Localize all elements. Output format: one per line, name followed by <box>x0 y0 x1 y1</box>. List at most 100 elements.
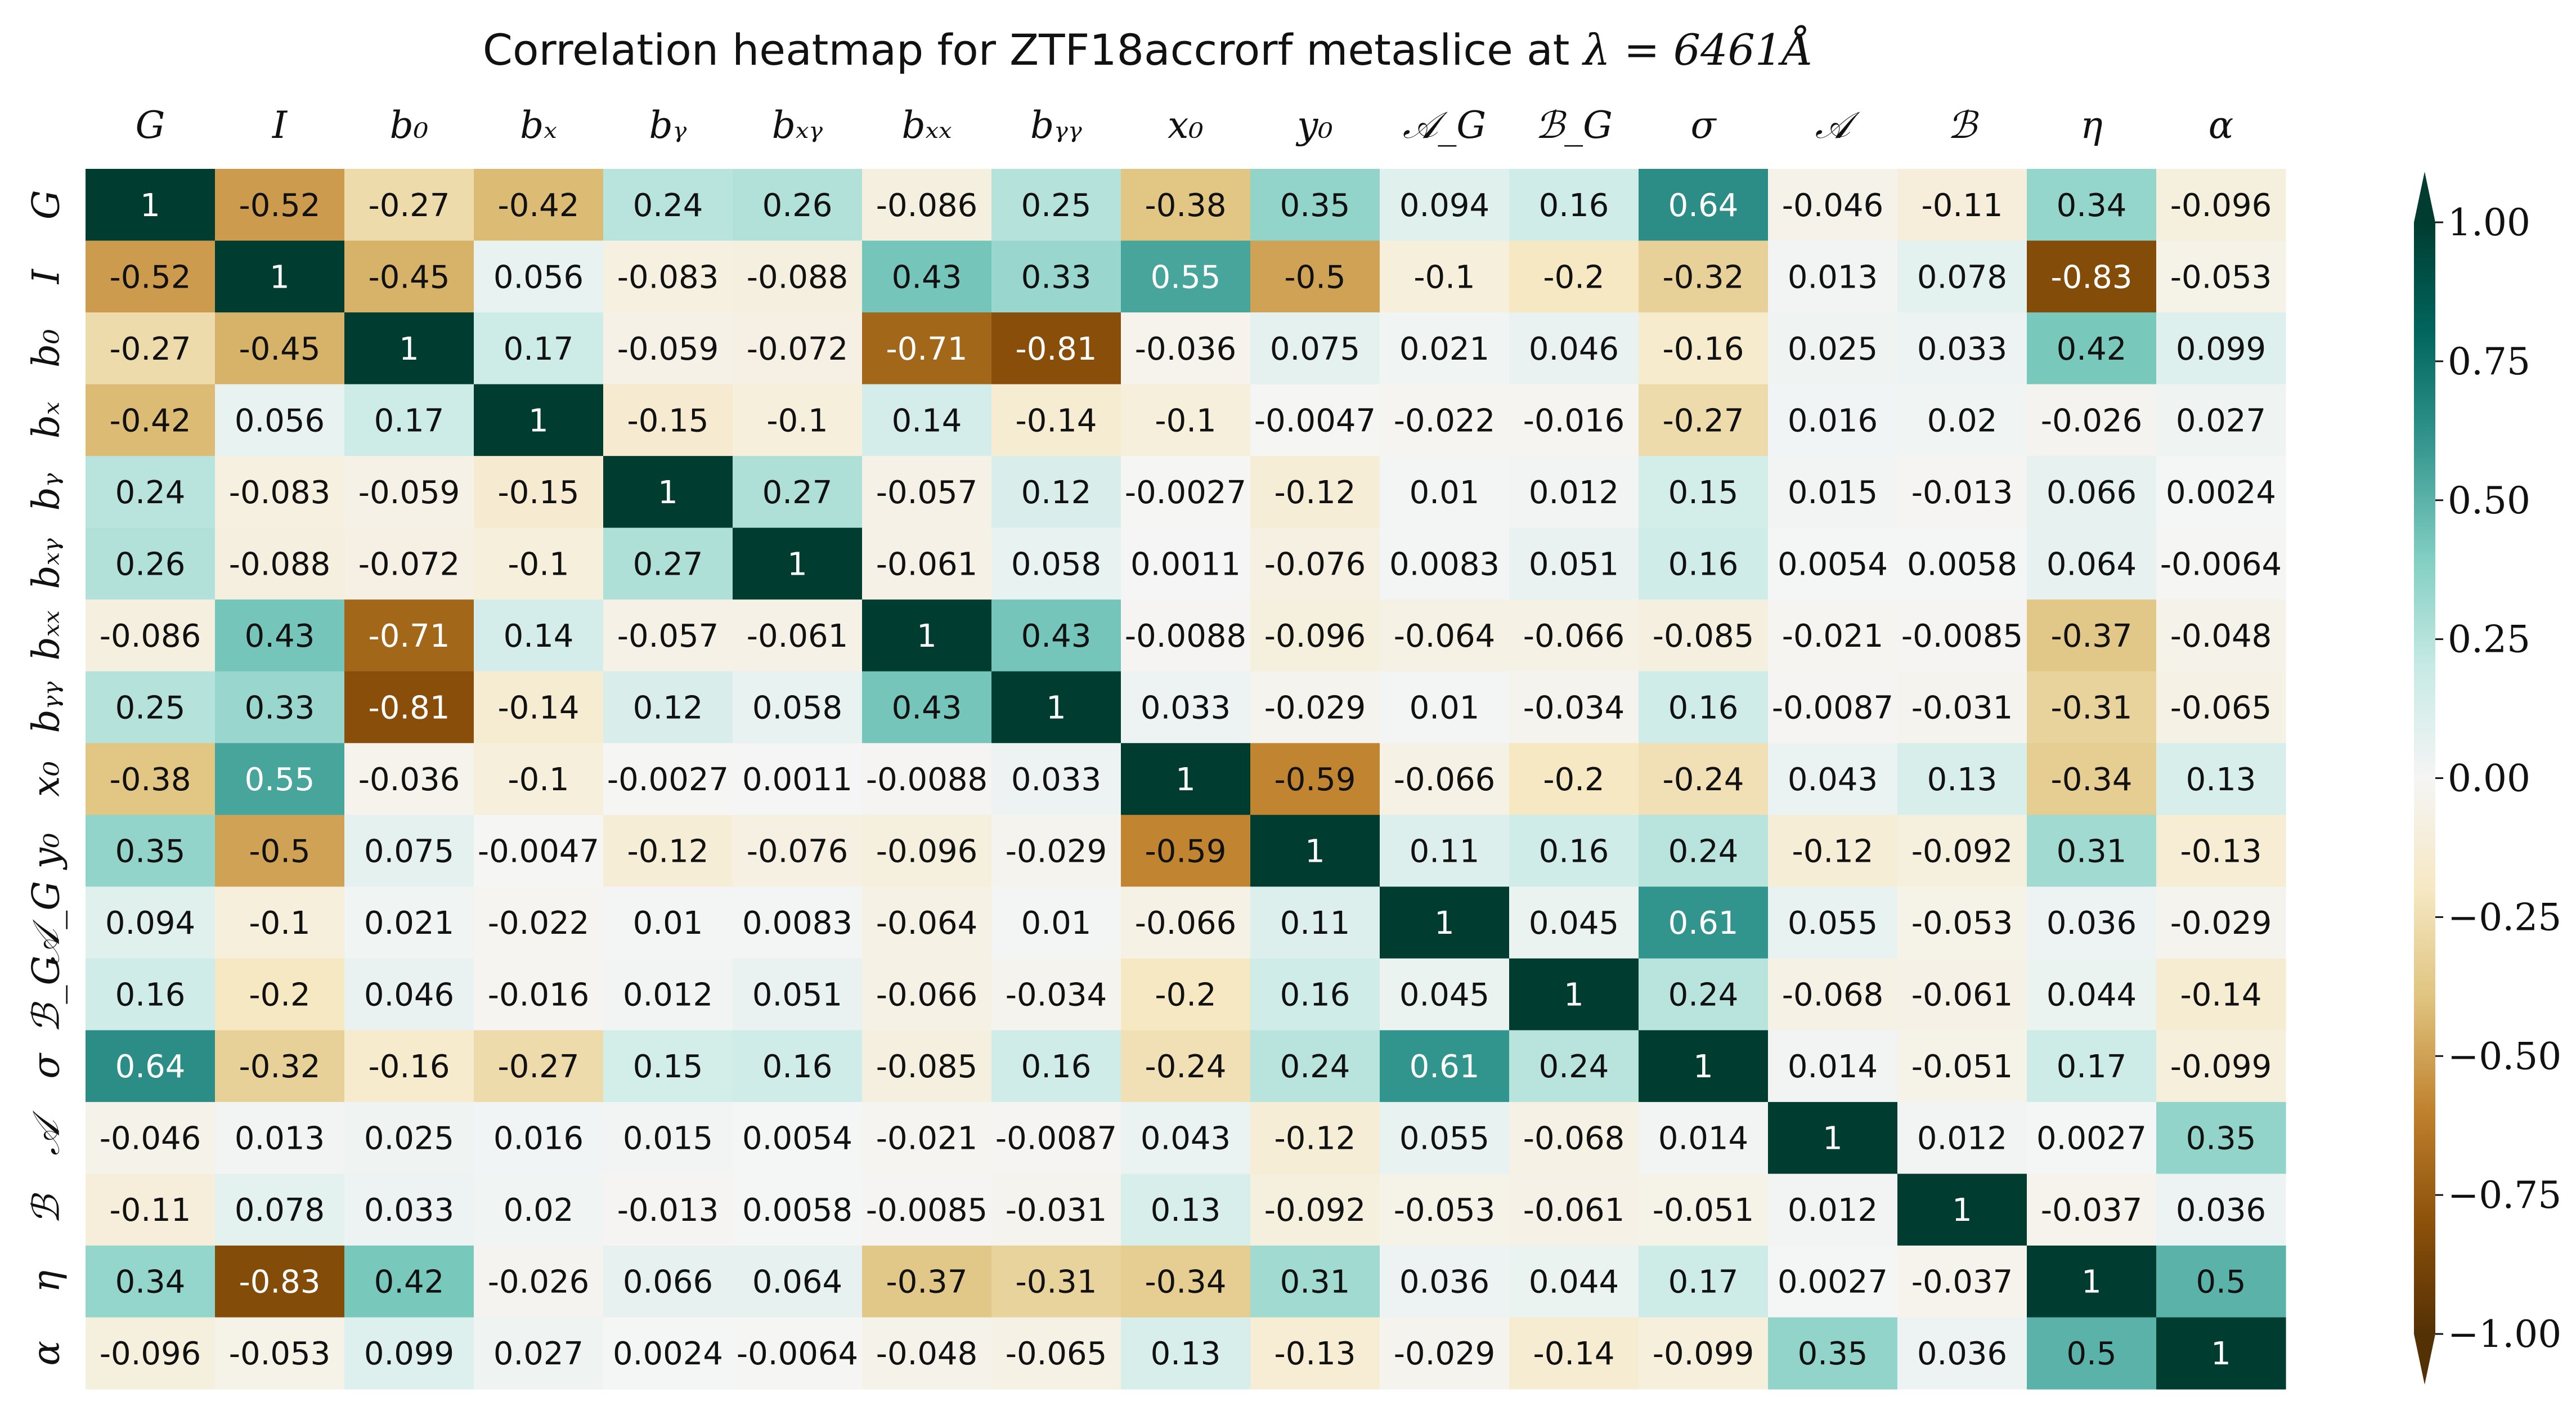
cell-value-label: -0.34 <box>2051 762 2133 798</box>
cell-value-label: -0.11 <box>1922 187 2003 224</box>
cell-value-label: -0.42 <box>110 402 191 439</box>
heatmap-cell <box>1639 1317 1769 1390</box>
heatmap-cell <box>2027 958 2157 1031</box>
cell-value-label: 0.02 <box>1927 402 1998 439</box>
cell-value-label: 0.15 <box>1668 474 1739 511</box>
heatmap-cell <box>1121 169 1251 241</box>
heatmap-cell <box>1121 886 1251 959</box>
heatmap-cell <box>1897 1317 2027 1390</box>
heatmap-cell <box>862 814 992 887</box>
cell-value-label: 0.14 <box>892 402 962 439</box>
row-label: 𝒜_G <box>25 881 68 964</box>
cell-value-label: -0.022 <box>488 905 590 942</box>
heatmap-cell <box>2027 240 2157 313</box>
cell-value-label: 0.16 <box>1539 834 1609 870</box>
cell-value-label: -0.092 <box>1911 834 2013 870</box>
cell-value-label: 0.033 <box>364 1192 454 1229</box>
heatmap-cell <box>991 240 1121 313</box>
colorbar-tick-label: −0.25 <box>2448 895 2561 939</box>
heatmap-cell <box>1639 527 1769 600</box>
heatmap-cell <box>733 599 863 672</box>
cell-value-label: -0.0047 <box>1254 402 1376 439</box>
heatmap-cell <box>1380 671 1510 744</box>
heatmap-cell <box>1897 743 2027 816</box>
heatmap-cell <box>1768 384 1898 456</box>
heatmap-cell <box>86 743 216 816</box>
cell-value-label: 0.35 <box>1798 1336 1868 1372</box>
heatmap-cell <box>1897 384 2027 456</box>
heatmap-cell <box>1380 312 1510 385</box>
heatmap-cell <box>344 1245 474 1318</box>
heatmap-cell <box>1509 169 1639 241</box>
row-label: 𝒜 <box>25 1111 68 1156</box>
cell-value-label: 1 <box>1693 1049 1713 1085</box>
heatmap-cell <box>1509 1174 1639 1246</box>
row-label: bₓ <box>25 402 68 439</box>
heatmap-cell <box>733 1317 863 1390</box>
cell-value-label: 0.094 <box>1399 187 1489 224</box>
cell-value-label: 0.35 <box>1280 187 1350 224</box>
heatmap-cell <box>1768 671 1898 744</box>
heatmap-cell <box>1509 456 1639 529</box>
cell-value-label: -0.45 <box>369 259 450 295</box>
heatmap-cell <box>1121 958 1251 1031</box>
heatmap-cell <box>86 599 216 672</box>
cell-value-label: 0.014 <box>1658 1121 1748 1157</box>
heatmap-cell <box>1897 958 2027 1031</box>
heatmap-cell <box>603 1174 733 1246</box>
heatmap-cell <box>1250 1245 1380 1318</box>
cell-value-label: -0.14 <box>2180 977 2262 1014</box>
cell-value-label: -0.061 <box>747 618 849 655</box>
heatmap-cell <box>1509 814 1639 887</box>
heatmap-cell <box>2156 527 2286 600</box>
heatmap-cell <box>1250 169 1380 241</box>
heatmap-cell <box>215 527 345 600</box>
heatmap-cell <box>344 456 474 529</box>
heatmap-cell <box>1639 958 1769 1031</box>
heatmap-cell <box>991 814 1121 887</box>
cell-value-label: -0.031 <box>1911 689 2013 726</box>
heatmap-cell <box>2156 169 2286 241</box>
cell-value-label: -0.45 <box>239 331 321 368</box>
heatmap-cell <box>2027 886 2157 959</box>
cell-value-label: 1 <box>1046 689 1066 726</box>
heatmap-cell <box>474 1245 604 1318</box>
cell-value-label: -0.37 <box>2051 618 2133 655</box>
heatmap-cell <box>862 1174 992 1246</box>
cell-value-label: 0.61 <box>1668 905 1739 942</box>
cell-value-label: 0.045 <box>1529 905 1619 942</box>
cell-value-label: -0.066 <box>1523 618 1625 655</box>
heatmap-cell <box>1250 456 1380 529</box>
cell-value-label: -0.099 <box>1653 1336 1754 1372</box>
cell-value-label: 0.16 <box>115 977 186 1014</box>
heatmap-cell <box>1897 1030 2027 1103</box>
cell-value-label: -0.27 <box>1663 402 1744 439</box>
cell-value-label: -0.057 <box>876 474 978 511</box>
cell-value-label: -0.066 <box>876 977 978 1014</box>
cell-value-label: 0.012 <box>623 977 713 1014</box>
heatmap-cell <box>2156 240 2286 313</box>
cell-value-label: 0.33 <box>245 689 315 726</box>
cell-value-label: 0.012 <box>1529 474 1619 511</box>
heatmap-cell <box>991 1245 1121 1318</box>
cell-value-label: 0.34 <box>115 1264 186 1301</box>
heatmap-cell <box>1897 240 2027 313</box>
cell-value-label: -0.27 <box>498 1049 580 1085</box>
cell-value-label: -0.037 <box>2041 1192 2143 1229</box>
heatmap-cell <box>2156 1317 2286 1390</box>
cell-value-label: -0.0087 <box>995 1121 1117 1157</box>
cell-value-label: -0.029 <box>1006 834 1107 870</box>
cell-value-label: 0.26 <box>115 546 186 583</box>
heatmap-cell <box>215 1245 345 1318</box>
row-label: bₓᵧ <box>25 538 68 589</box>
cell-value-label: 0.027 <box>2176 402 2266 439</box>
cell-value-label: 0.015 <box>623 1121 713 1157</box>
cell-value-label: 1 <box>1823 1121 1843 1157</box>
cell-value-label: -0.1 <box>766 402 828 439</box>
heatmap-cell <box>603 599 733 672</box>
row-label: b₀ <box>25 329 68 368</box>
column-label: bᵧᵧ <box>1030 104 1082 147</box>
heatmap-cell <box>474 599 604 672</box>
cell-value-label: 0.036 <box>1917 1336 2007 1372</box>
row-label: σ <box>25 1053 68 1079</box>
